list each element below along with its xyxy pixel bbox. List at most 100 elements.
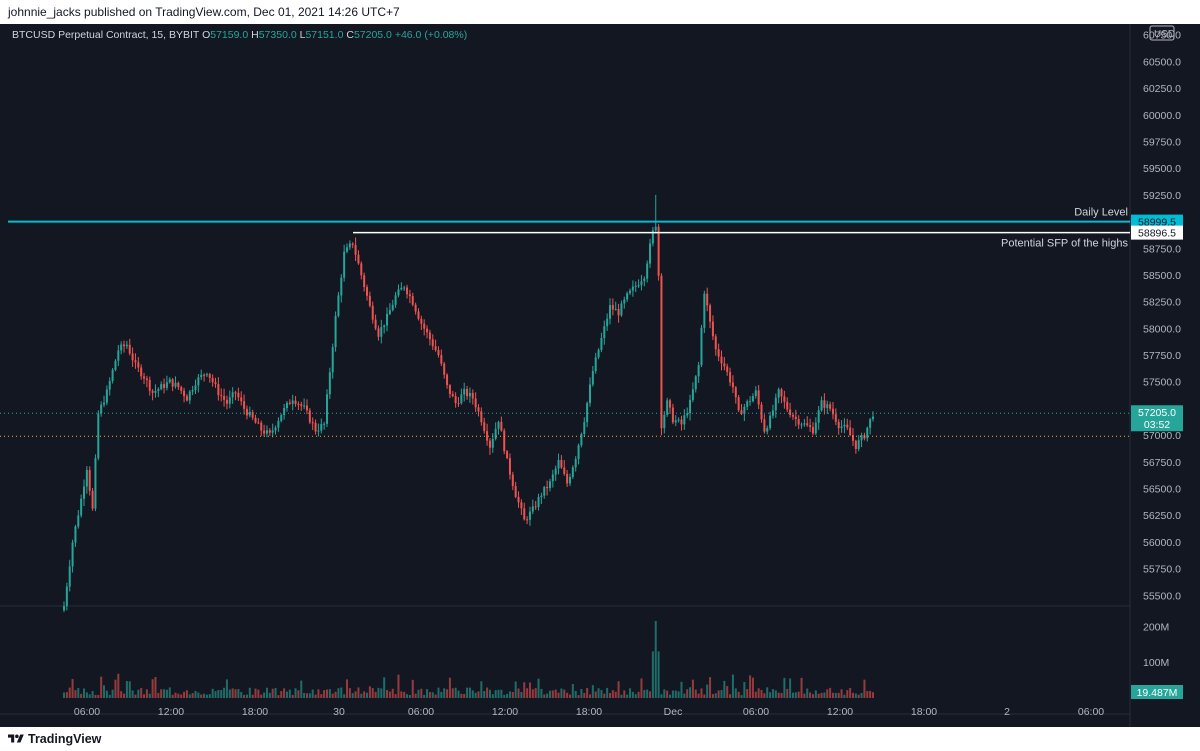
candle-body (617, 309, 620, 316)
volume-bar (68, 687, 71, 698)
volume-group (62, 620, 875, 698)
volume-bar (740, 695, 743, 698)
candle-body (809, 425, 812, 428)
volume-bar (183, 691, 186, 698)
volume-bar (709, 677, 712, 698)
volume-bar (780, 692, 783, 698)
time-tick-label: 12:00 (492, 706, 518, 718)
volume-bar (826, 689, 829, 698)
candle-body (71, 542, 74, 567)
volume-bar (769, 692, 772, 698)
candle-body (606, 318, 609, 327)
candle-body (154, 390, 157, 393)
volume-bar (763, 693, 766, 698)
candle-body (729, 371, 732, 383)
candle-body (174, 382, 177, 387)
price-chart[interactable]: Daily Level Potential SFP of the highs 60… (0, 24, 1200, 727)
volume-bar (866, 691, 869, 698)
volume-bar (849, 687, 852, 698)
volume-bar (774, 690, 777, 698)
candle-body (120, 344, 123, 351)
candle-body (586, 403, 589, 423)
candle-body (723, 363, 726, 367)
candle-body (294, 400, 297, 404)
candle-body (145, 378, 148, 380)
currency-box[interactable] (1149, 25, 1175, 41)
time-tick-label: 06:00 (74, 706, 100, 718)
candle-body (194, 385, 197, 391)
candle-body (528, 511, 531, 520)
volume-bar (566, 692, 569, 698)
volume-bar (271, 688, 274, 698)
volume-bar (97, 694, 100, 698)
candle-body (180, 387, 183, 391)
volume-bar (334, 691, 337, 698)
candle-body (520, 502, 523, 509)
volume-bar (571, 683, 574, 698)
volume-bar (474, 692, 477, 698)
candle-body (394, 295, 397, 305)
volume-bar (80, 693, 83, 698)
volume-bar (414, 693, 417, 698)
candle-body (271, 430, 274, 433)
volume-bar (483, 691, 486, 698)
volume-bar (128, 681, 131, 698)
volume-bar (165, 689, 168, 698)
volume-bar (420, 688, 423, 698)
symbol-legend[interactable]: BTCUSD Perpetual Contract, 15, BYBIT O57… (12, 28, 467, 42)
candle-body (546, 486, 549, 489)
volume-bar (145, 689, 148, 698)
candle-body (548, 481, 551, 489)
candle-body (128, 344, 131, 354)
volume-bar (83, 688, 86, 698)
candle-body (851, 435, 854, 441)
time-axis[interactable]: 06:00 12:00 18:00 30 06:00 12:00 18:00 Dec 06:00… (74, 706, 1104, 718)
candle-body (114, 360, 117, 370)
volume-bar (140, 688, 143, 698)
candle-body (97, 413, 100, 459)
volume-bar (568, 694, 571, 698)
volume-bar (663, 689, 666, 698)
volume-bar (377, 687, 380, 698)
volume-bar (520, 691, 523, 698)
candle-body (185, 396, 188, 401)
candle-body (694, 376, 697, 390)
candle-body (377, 328, 380, 337)
candle-body (674, 420, 677, 423)
volume-bar (766, 687, 769, 698)
candle-body (303, 405, 306, 407)
candle-body (483, 422, 486, 432)
candle-body (168, 379, 171, 383)
price-axis[interactable]: 60750.0 60500.0 60250.0 60000.0 59750.0 59500… (1143, 25, 1181, 602)
volume-bar (303, 692, 306, 698)
candle-body (426, 328, 429, 333)
volume-bar (563, 689, 566, 698)
daily-level-price-label-box (1131, 214, 1183, 229)
volume-bar (548, 690, 551, 698)
candle-body (486, 431, 489, 441)
volume-bar (528, 682, 531, 698)
sfp-label: Potential SFP of the highs (1001, 238, 1128, 250)
volume-bar (280, 691, 283, 698)
volume-tick-label: 100M (1143, 657, 1169, 669)
candle-body (583, 422, 586, 434)
volume-bar (466, 687, 469, 698)
volume-bar (660, 694, 663, 698)
candle-body (285, 402, 288, 408)
candle-body (265, 430, 268, 434)
candle-body (829, 404, 832, 409)
volume-bar (546, 693, 549, 698)
candle-body (651, 230, 654, 244)
candle-body (171, 379, 174, 387)
candle-body (305, 405, 308, 411)
candle-body (754, 390, 757, 397)
price-tick-label: 60000.0 (1143, 110, 1181, 122)
publisher-text: johnnie_jacks published on TradingView.c… (8, 5, 400, 19)
candle-body (300, 404, 303, 406)
candle-body (254, 417, 257, 423)
volume-bar (600, 690, 603, 698)
candle-body (849, 427, 852, 436)
volume-bar (649, 691, 652, 698)
volume-bar (829, 687, 832, 698)
candle-body (225, 399, 228, 404)
